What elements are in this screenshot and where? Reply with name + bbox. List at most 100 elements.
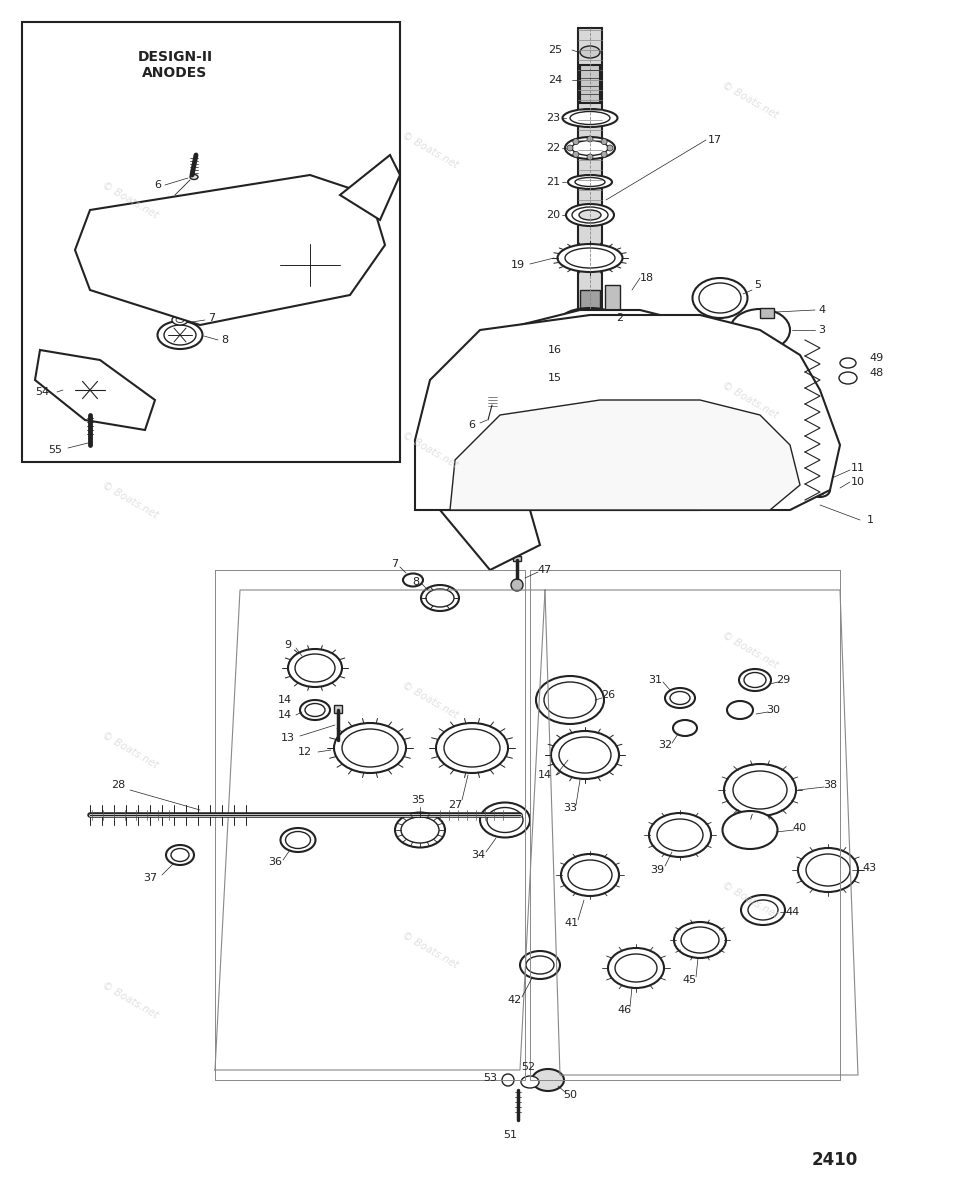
Circle shape	[500, 481, 518, 499]
Circle shape	[572, 151, 578, 157]
Text: 20: 20	[545, 210, 559, 220]
Ellipse shape	[285, 832, 310, 848]
Ellipse shape	[569, 367, 609, 383]
Text: 30: 30	[765, 704, 780, 715]
Ellipse shape	[543, 682, 596, 718]
Ellipse shape	[157, 320, 202, 349]
Text: 10: 10	[850, 476, 864, 487]
Ellipse shape	[572, 140, 607, 156]
Text: © Boats.net: © Boats.net	[720, 80, 780, 120]
Ellipse shape	[400, 817, 438, 842]
Ellipse shape	[726, 701, 752, 719]
Text: 21: 21	[545, 176, 559, 187]
Circle shape	[696, 470, 703, 479]
Text: 38: 38	[822, 780, 836, 790]
Text: 52: 52	[520, 1062, 535, 1072]
Ellipse shape	[305, 703, 325, 716]
Polygon shape	[75, 175, 385, 325]
Text: © Boats.net: © Boats.net	[399, 130, 459, 170]
Ellipse shape	[334, 722, 406, 773]
Text: 3: 3	[818, 325, 824, 335]
Ellipse shape	[575, 178, 604, 186]
Ellipse shape	[673, 922, 725, 958]
Polygon shape	[35, 350, 154, 430]
Text: 29: 29	[775, 674, 789, 685]
Ellipse shape	[532, 1069, 563, 1091]
Text: 55: 55	[48, 445, 62, 455]
Text: 39: 39	[649, 865, 663, 875]
Ellipse shape	[721, 811, 777, 850]
Ellipse shape	[564, 248, 615, 268]
Text: 6: 6	[154, 180, 161, 190]
Text: 14: 14	[537, 770, 552, 780]
Text: 28: 28	[111, 780, 125, 790]
Text: 53: 53	[482, 1073, 497, 1082]
Text: DESIGN-II
ANODES: DESIGN-II ANODES	[137, 50, 213, 80]
Ellipse shape	[562, 109, 617, 127]
Text: 49: 49	[869, 353, 883, 362]
Ellipse shape	[164, 325, 195, 346]
Polygon shape	[339, 155, 399, 220]
Text: 15: 15	[547, 373, 561, 383]
Ellipse shape	[743, 672, 765, 688]
Ellipse shape	[624, 418, 695, 473]
Text: 18: 18	[639, 272, 654, 283]
Circle shape	[606, 145, 613, 151]
Ellipse shape	[551, 731, 618, 779]
Ellipse shape	[809, 482, 829, 497]
Ellipse shape	[840, 358, 855, 368]
Text: © Boats.net: © Boats.net	[399, 680, 459, 720]
Ellipse shape	[699, 283, 740, 313]
Text: 42: 42	[507, 995, 521, 1006]
Text: 24: 24	[547, 74, 561, 85]
Text: 9: 9	[284, 640, 292, 650]
Circle shape	[566, 145, 573, 151]
Ellipse shape	[280, 828, 315, 852]
Text: © Boats.net: © Boats.net	[100, 730, 160, 770]
Circle shape	[690, 466, 708, 484]
Text: 37: 37	[143, 874, 157, 883]
Bar	[513, 556, 520, 560]
Ellipse shape	[729, 308, 789, 350]
Ellipse shape	[486, 808, 522, 833]
Text: 27: 27	[447, 800, 461, 810]
Text: 33: 33	[562, 803, 577, 814]
Text: 23: 23	[545, 113, 559, 122]
Polygon shape	[479, 310, 760, 510]
Text: 41: 41	[564, 918, 578, 928]
Ellipse shape	[557, 244, 622, 272]
Text: 54: 54	[35, 386, 49, 397]
Text: 14: 14	[277, 695, 292, 704]
Ellipse shape	[190, 174, 198, 180]
Ellipse shape	[579, 46, 599, 58]
Text: 17: 17	[707, 134, 721, 145]
Polygon shape	[530, 430, 700, 510]
Circle shape	[501, 1074, 514, 1086]
Ellipse shape	[288, 649, 341, 686]
Ellipse shape	[747, 900, 778, 920]
Ellipse shape	[692, 278, 747, 318]
Text: 2: 2	[616, 313, 623, 323]
Text: 13: 13	[281, 733, 294, 743]
Bar	[86, 413, 94, 418]
Text: 25: 25	[547, 44, 561, 55]
Polygon shape	[450, 400, 800, 510]
Ellipse shape	[797, 848, 857, 892]
Text: 14: 14	[277, 710, 292, 720]
Bar	[489, 395, 496, 409]
Text: 7: 7	[391, 559, 398, 569]
Ellipse shape	[61, 372, 119, 408]
Text: 50: 50	[562, 1090, 577, 1100]
Text: 19: 19	[511, 260, 524, 270]
Circle shape	[511, 578, 522, 590]
Circle shape	[586, 154, 593, 160]
Bar	[579, 290, 599, 350]
Bar	[604, 284, 619, 314]
Text: 31: 31	[647, 674, 661, 685]
Ellipse shape	[172, 314, 188, 325]
Ellipse shape	[838, 372, 856, 384]
Text: 36: 36	[268, 857, 282, 866]
Text: © Boats.net: © Boats.net	[399, 430, 459, 470]
Text: 34: 34	[471, 850, 484, 860]
Ellipse shape	[560, 854, 618, 896]
